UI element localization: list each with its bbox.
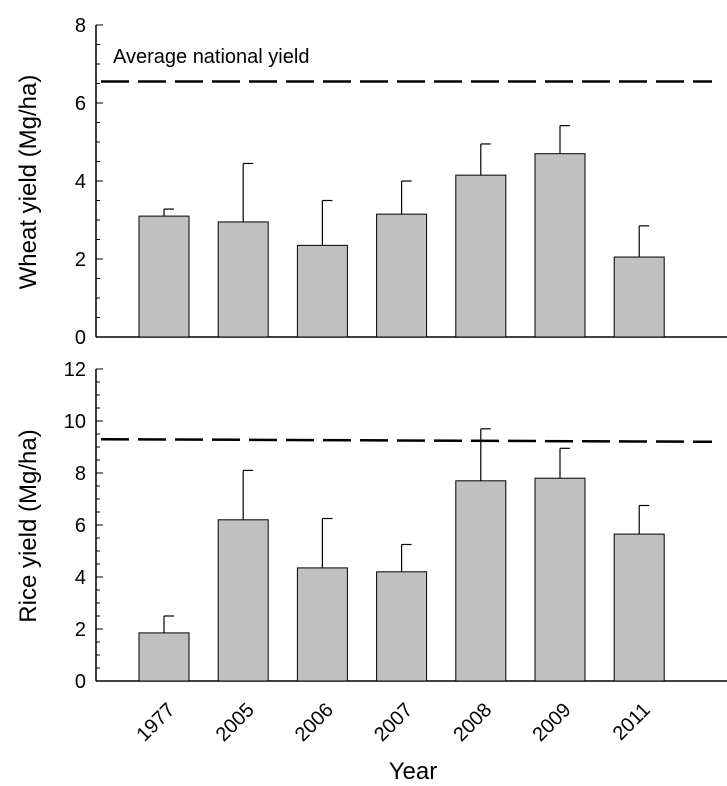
rice-y-tick-label: 6 <box>75 515 86 537</box>
average-national-yield-label: Average national yield <box>113 46 309 68</box>
rice-bar-2007 <box>376 571 428 682</box>
x-tick-label-1977: 1977 <box>133 699 180 746</box>
wheat-y-axis-title: Wheat yield (Mg/ha) <box>15 75 42 290</box>
wheat-y-tick-label: 0 <box>75 327 86 349</box>
x-tick-label-2007: 2007 <box>370 699 417 746</box>
rice-y-tick-label: 0 <box>75 671 86 693</box>
x-tick-label-2011: 2011 <box>609 699 655 745</box>
rice-yield-panel: 0 2 4 6 8 10 12 1977 2005 2006 2007 2008 2009 2011 <box>64 359 727 746</box>
x-tick-label-2009: 2009 <box>529 699 576 746</box>
rice-y-tick-label: 12 <box>64 359 86 381</box>
x-tick-label-2005: 2005 <box>212 699 259 746</box>
rice-bar-2009 <box>534 477 586 682</box>
x-tick-label-2006: 2006 <box>291 699 338 746</box>
rice-bar-1977 <box>138 632 190 682</box>
wheat-y-tick-label: 8 <box>75 15 86 37</box>
rice-y-tick-label: 4 <box>75 567 86 589</box>
x-tick-label-2008: 2008 <box>449 699 496 746</box>
rice-y-tick-label: 2 <box>75 619 86 641</box>
rice-bar-2006 <box>296 567 348 682</box>
wheat-bar-2008 <box>455 174 507 338</box>
wheat-bar-2009 <box>534 153 586 338</box>
rice-reference-line <box>100 437 713 444</box>
rice-bar-2005 <box>217 519 269 682</box>
rice-y-tick-label: 8 <box>75 463 86 485</box>
wheat-bar-2005 <box>217 221 269 338</box>
rice-y-tick-label: 10 <box>64 411 86 433</box>
rice-bar-2008 <box>455 480 507 682</box>
wheat-bar-1977 <box>138 215 190 338</box>
wheat-bar-2007 <box>376 213 428 338</box>
wheat-bar-2006 <box>296 244 348 338</box>
rice-y-axis-title: Rice yield (Mg/ha) <box>15 429 42 622</box>
rice-bar-2011 <box>613 533 665 682</box>
wheat-y-tick-label: 4 <box>75 171 86 193</box>
wheat-y-tick-label: 6 <box>75 93 86 115</box>
wheat-yield-panel: 0 2 4 6 8 <box>75 15 727 349</box>
wheat-bar-2011 <box>613 256 665 338</box>
x-axis-title: Year <box>389 758 438 785</box>
wheat-y-tick-label: 2 <box>75 249 86 271</box>
